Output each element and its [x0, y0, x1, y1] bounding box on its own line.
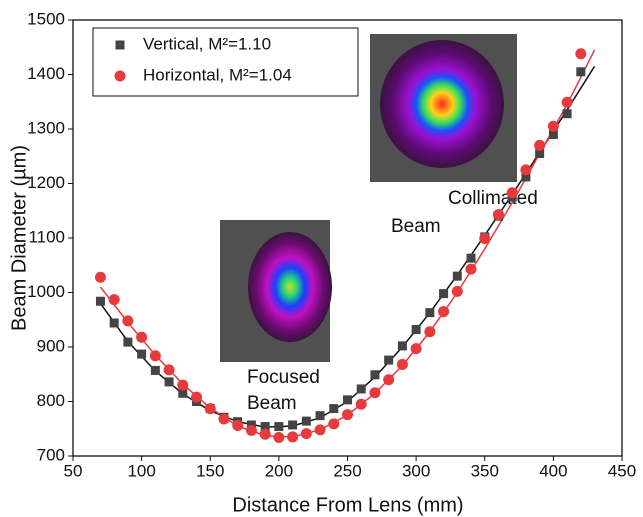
legend-marker	[115, 71, 126, 82]
point	[342, 409, 353, 420]
legend-marker	[116, 41, 125, 50]
annotation: Beam	[391, 216, 441, 237]
point	[479, 233, 490, 244]
chart: Collimated Beam Focused Beam Distance Fr…	[0, 0, 643, 517]
point	[438, 306, 449, 317]
point	[274, 422, 283, 431]
point	[165, 377, 174, 386]
point	[563, 109, 572, 118]
point	[301, 428, 312, 439]
x-tick-label: 450	[608, 461, 636, 480]
legend: Vertical, M²=1.10 Horizontal, M²=1.04	[93, 28, 358, 96]
legend-label: Vertical, M²=1.10	[143, 34, 271, 53]
y-tick-label: 1100	[28, 227, 65, 246]
point	[357, 384, 366, 393]
point	[411, 343, 422, 354]
point	[246, 425, 257, 436]
point	[232, 420, 243, 431]
fit-line	[100, 50, 594, 437]
x-tick-label: 200	[265, 461, 293, 480]
x-tick-label: 300	[402, 461, 430, 480]
x-tick-label: 50	[64, 461, 83, 480]
point	[136, 332, 147, 343]
point	[316, 411, 325, 420]
annotation: Collimated	[448, 188, 538, 209]
x-tick-label: 350	[471, 461, 499, 480]
annotation: Focused	[247, 367, 320, 388]
collimated-beam-spot	[380, 40, 504, 168]
y-tick-label: 1400	[27, 64, 65, 83]
fit-line	[100, 66, 594, 427]
annotation: Beam	[247, 393, 297, 414]
point	[123, 338, 132, 347]
point	[425, 308, 434, 317]
x-axis-title: Distance From Lens (mm)	[232, 494, 463, 516]
point	[151, 366, 160, 375]
x-tick-label: 150	[196, 461, 224, 480]
point	[205, 403, 216, 414]
point	[370, 370, 379, 379]
point	[96, 297, 105, 306]
y-tick-label: 800	[37, 391, 65, 410]
x-tick-label: 400	[539, 461, 567, 480]
point	[424, 326, 435, 337]
point	[562, 97, 573, 108]
point	[369, 387, 380, 398]
point	[191, 392, 202, 403]
point	[383, 374, 394, 385]
point	[164, 364, 175, 375]
point	[412, 325, 421, 334]
point	[398, 341, 407, 350]
x-tick-label: 100	[127, 461, 155, 480]
point	[453, 272, 462, 281]
point	[315, 424, 326, 435]
point	[218, 413, 229, 424]
point	[534, 140, 545, 151]
point	[122, 315, 133, 326]
point	[329, 404, 338, 413]
point	[576, 67, 585, 76]
x-tick-label: 250	[333, 461, 361, 480]
point	[328, 418, 339, 429]
point	[507, 187, 518, 198]
y-tick-label: 700	[37, 445, 65, 464]
point	[177, 380, 188, 391]
point	[397, 359, 408, 370]
y-tick-label: 900	[37, 336, 65, 355]
y-tick-label: 1500	[27, 9, 65, 28]
focused-beam-spot	[248, 232, 332, 342]
point	[452, 286, 463, 297]
point	[439, 289, 448, 298]
point	[356, 399, 367, 410]
point	[384, 356, 393, 365]
y-tick-label: 1000	[27, 282, 65, 301]
point	[467, 254, 476, 263]
point	[260, 429, 271, 440]
legend-label: Horizontal, M²=1.04	[143, 65, 292, 84]
y-tick-label: 1300	[27, 118, 65, 137]
point	[493, 209, 504, 220]
point	[95, 272, 106, 283]
point	[466, 264, 477, 275]
point	[548, 121, 559, 132]
point	[288, 420, 297, 429]
point	[520, 164, 531, 175]
point	[302, 417, 311, 426]
point	[150, 350, 161, 361]
point	[287, 431, 298, 442]
point	[137, 350, 146, 359]
point	[109, 294, 120, 305]
point	[273, 432, 284, 443]
y-tick-label: 1200	[27, 173, 65, 192]
point	[343, 395, 352, 404]
point	[110, 319, 119, 328]
point	[575, 48, 586, 59]
